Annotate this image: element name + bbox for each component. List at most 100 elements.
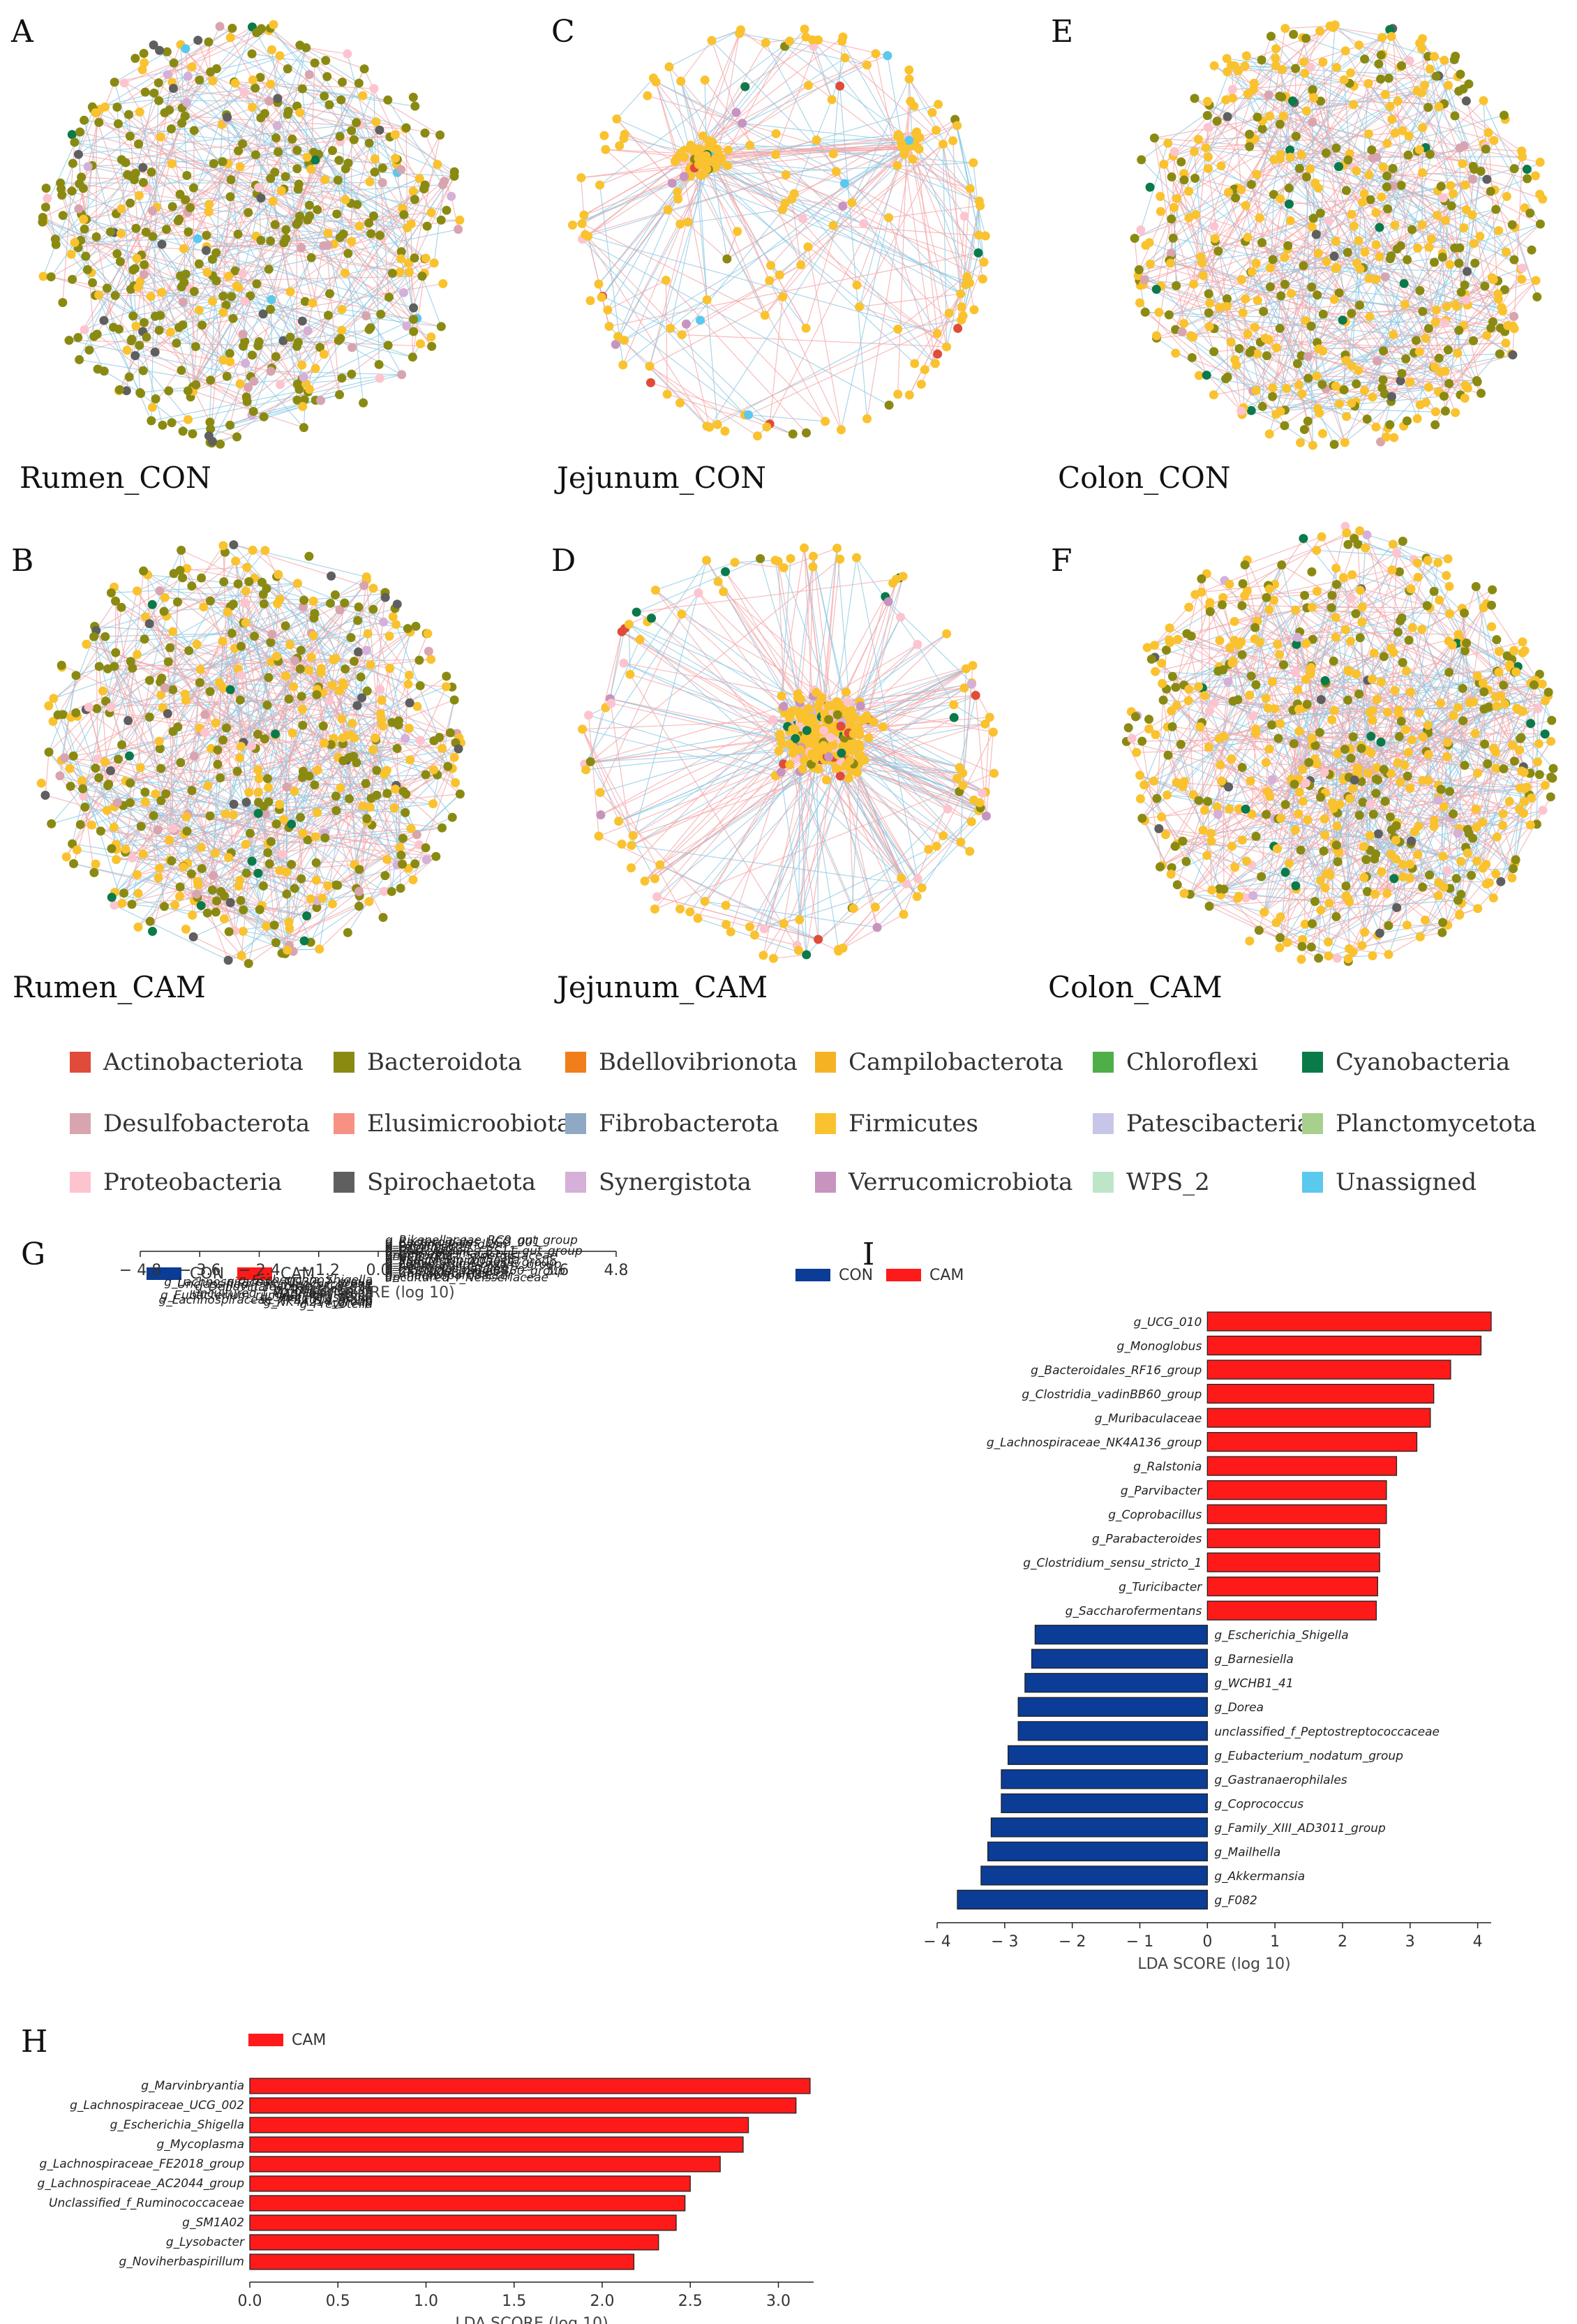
- network-node: [796, 260, 806, 270]
- network-edge: [670, 328, 770, 424]
- network-edge: [912, 158, 980, 207]
- network-node: [426, 208, 436, 218]
- network-edge: [66, 755, 130, 858]
- network-node: [411, 621, 421, 631]
- network-edge: [230, 196, 269, 270]
- network-node: [712, 419, 722, 429]
- network-edge: [1287, 240, 1359, 250]
- network-label-rumen-con: Rumen_CON: [20, 461, 211, 495]
- network-node: [1371, 240, 1381, 250]
- network-node: [235, 753, 245, 763]
- network-node: [293, 579, 303, 588]
- network-node: [932, 126, 941, 135]
- network-edge: [1206, 348, 1240, 376]
- network-edge: [91, 686, 447, 826]
- network-node: [281, 172, 290, 181]
- network-node: [1202, 371, 1211, 380]
- network-edge: [734, 562, 784, 569]
- network-edge: [1250, 184, 1313, 446]
- network-node: [55, 771, 65, 781]
- network-node: [241, 392, 251, 402]
- network-node: [151, 394, 160, 403]
- network-node: [1403, 255, 1412, 265]
- network-node: [852, 280, 862, 290]
- network-node: [215, 22, 225, 31]
- network-node: [130, 351, 140, 361]
- network-node: [135, 107, 144, 117]
- network-edge: [335, 796, 403, 865]
- network-node: [1340, 46, 1350, 56]
- network-node: [349, 135, 359, 144]
- network-node: [1371, 422, 1381, 432]
- network-edge: [190, 874, 193, 916]
- network-node: [1204, 163, 1213, 173]
- network-node: [333, 881, 343, 891]
- network-node: [1201, 143, 1211, 153]
- network-node: [372, 766, 382, 775]
- network-node: [225, 192, 235, 202]
- network-edge: [110, 770, 184, 867]
- network-edge: [739, 33, 766, 43]
- network-node: [234, 146, 244, 156]
- network-node: [1226, 337, 1236, 347]
- network-node: [192, 889, 202, 899]
- network-node: [1500, 285, 1509, 295]
- network-node: [410, 101, 420, 111]
- network-node: [285, 332, 295, 342]
- network-edge: [235, 560, 253, 746]
- network-edge: [1139, 253, 1172, 271]
- network-node: [761, 38, 770, 47]
- network-node: [239, 341, 248, 351]
- network-node: [134, 139, 144, 149]
- network-edge: [210, 583, 298, 602]
- network-node: [1209, 221, 1219, 231]
- network-node: [159, 606, 169, 616]
- network-node: [1179, 175, 1189, 185]
- network-node: [567, 220, 577, 230]
- network-node: [184, 646, 194, 655]
- network-edge: [230, 37, 253, 80]
- network-node: [141, 612, 151, 622]
- network-node: [618, 360, 628, 370]
- network-edge: [1236, 364, 1263, 407]
- network-node: [1245, 142, 1255, 151]
- network-edge: [1256, 174, 1387, 188]
- network-node: [340, 598, 350, 608]
- network-node: [893, 389, 903, 399]
- network-node: [181, 924, 190, 934]
- network-node: [840, 53, 850, 63]
- network-node: [1283, 241, 1293, 251]
- network-node: [402, 321, 412, 331]
- network-node: [1222, 301, 1232, 311]
- network-node: [601, 144, 611, 154]
- network-edge: [187, 241, 271, 392]
- network-node: [1372, 152, 1382, 162]
- network-edge: [73, 863, 307, 916]
- network-node: [426, 655, 436, 664]
- network-edge: [160, 731, 202, 769]
- network-edge: [78, 112, 140, 155]
- network-node: [1382, 171, 1392, 181]
- network-node: [1212, 117, 1222, 126]
- network-edge: [79, 359, 248, 388]
- network-node: [211, 718, 221, 728]
- network-edge: [243, 930, 311, 943]
- network-node: [847, 198, 857, 207]
- network-node: [1338, 315, 1347, 325]
- network-node: [1396, 181, 1406, 191]
- network-node: [114, 754, 124, 764]
- network-edge: [381, 674, 410, 701]
- network-node: [401, 123, 411, 133]
- network-edge: [306, 47, 365, 70]
- network-edge: [255, 154, 297, 170]
- network-node: [271, 729, 281, 739]
- network-node: [270, 220, 280, 230]
- network-node: [1454, 258, 1464, 268]
- network-edge: [748, 414, 825, 422]
- network-node: [227, 629, 237, 639]
- network-node: [229, 540, 239, 550]
- network-node: [304, 665, 313, 675]
- network-edge: [113, 327, 189, 420]
- network-node: [753, 431, 763, 441]
- network-node: [1383, 204, 1393, 214]
